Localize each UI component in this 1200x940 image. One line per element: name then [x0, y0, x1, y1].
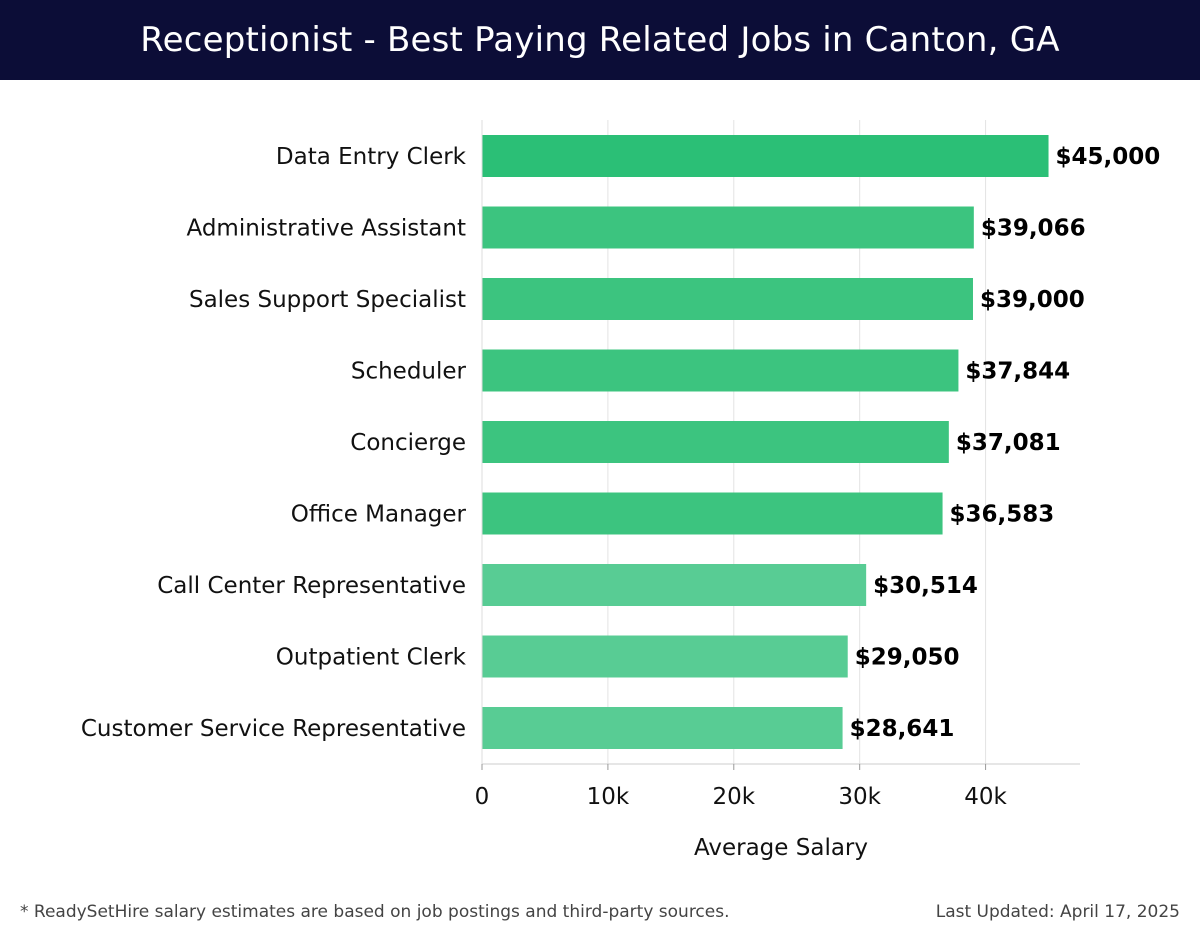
page-title: Receptionist - Best Paying Related Jobs …	[140, 20, 1060, 60]
x-axis-title: Average Salary	[694, 835, 868, 861]
x-tick-label-0: 0	[475, 784, 490, 810]
value-label-6: $30,514	[873, 573, 978, 599]
bar-6	[482, 564, 867, 606]
category-label-0: Data Entry Clerk	[276, 144, 467, 170]
x-tick-label-3: 30k	[838, 784, 881, 810]
x-tick-label-2: 20k	[712, 784, 755, 810]
value-label-4: $37,081	[956, 430, 1061, 456]
category-label-8: Customer Service Representative	[81, 716, 466, 742]
bar-8	[482, 707, 843, 749]
value-label-1: $39,066	[981, 216, 1086, 242]
category-label-7: Outpatient Clerk	[276, 645, 467, 671]
bar-0	[482, 135, 1049, 177]
bar-2	[482, 278, 973, 320]
category-label-6: Call Center Representative	[157, 573, 466, 599]
x-tick-label-1: 10k	[587, 784, 630, 810]
value-label-2: $39,000	[980, 287, 1085, 313]
bar-1	[482, 206, 974, 249]
value-label-8: $28,641	[850, 716, 955, 742]
category-label-1: Administrative Assistant	[186, 216, 466, 242]
axes: Data Entry Clerk $45,000 Administrative As…	[81, 120, 1160, 861]
value-label-7: $29,050	[855, 645, 960, 671]
salary-bar-chart: Data Entry Clerk $45,000 Administrative As…	[81, 120, 1160, 861]
last-updated: Last Updated: April 17, 2025	[935, 902, 1180, 922]
bar-3	[482, 349, 959, 392]
value-label-0: $45,000	[1056, 144, 1161, 170]
title-bar: Receptionist - Best Paying Related Jobs …	[0, 0, 1200, 80]
footer: * ReadySetHire salary estimates are base…	[0, 898, 1200, 928]
category-label-5: Office Manager	[291, 502, 467, 528]
category-label-4: Concierge	[350, 430, 466, 456]
bar-4	[482, 421, 949, 463]
bar-7	[482, 635, 848, 678]
x-tick-label-4: 40k	[964, 784, 1007, 810]
value-label-5: $36,583	[950, 502, 1055, 528]
bar-5	[482, 492, 943, 535]
category-label-2: Sales Support Specialist	[189, 287, 466, 313]
value-label-3: $37,844	[965, 359, 1070, 385]
footer-note: * ReadySetHire salary estimates are base…	[20, 902, 730, 922]
bars	[482, 135, 1049, 749]
category-label-3: Scheduler	[351, 359, 467, 385]
